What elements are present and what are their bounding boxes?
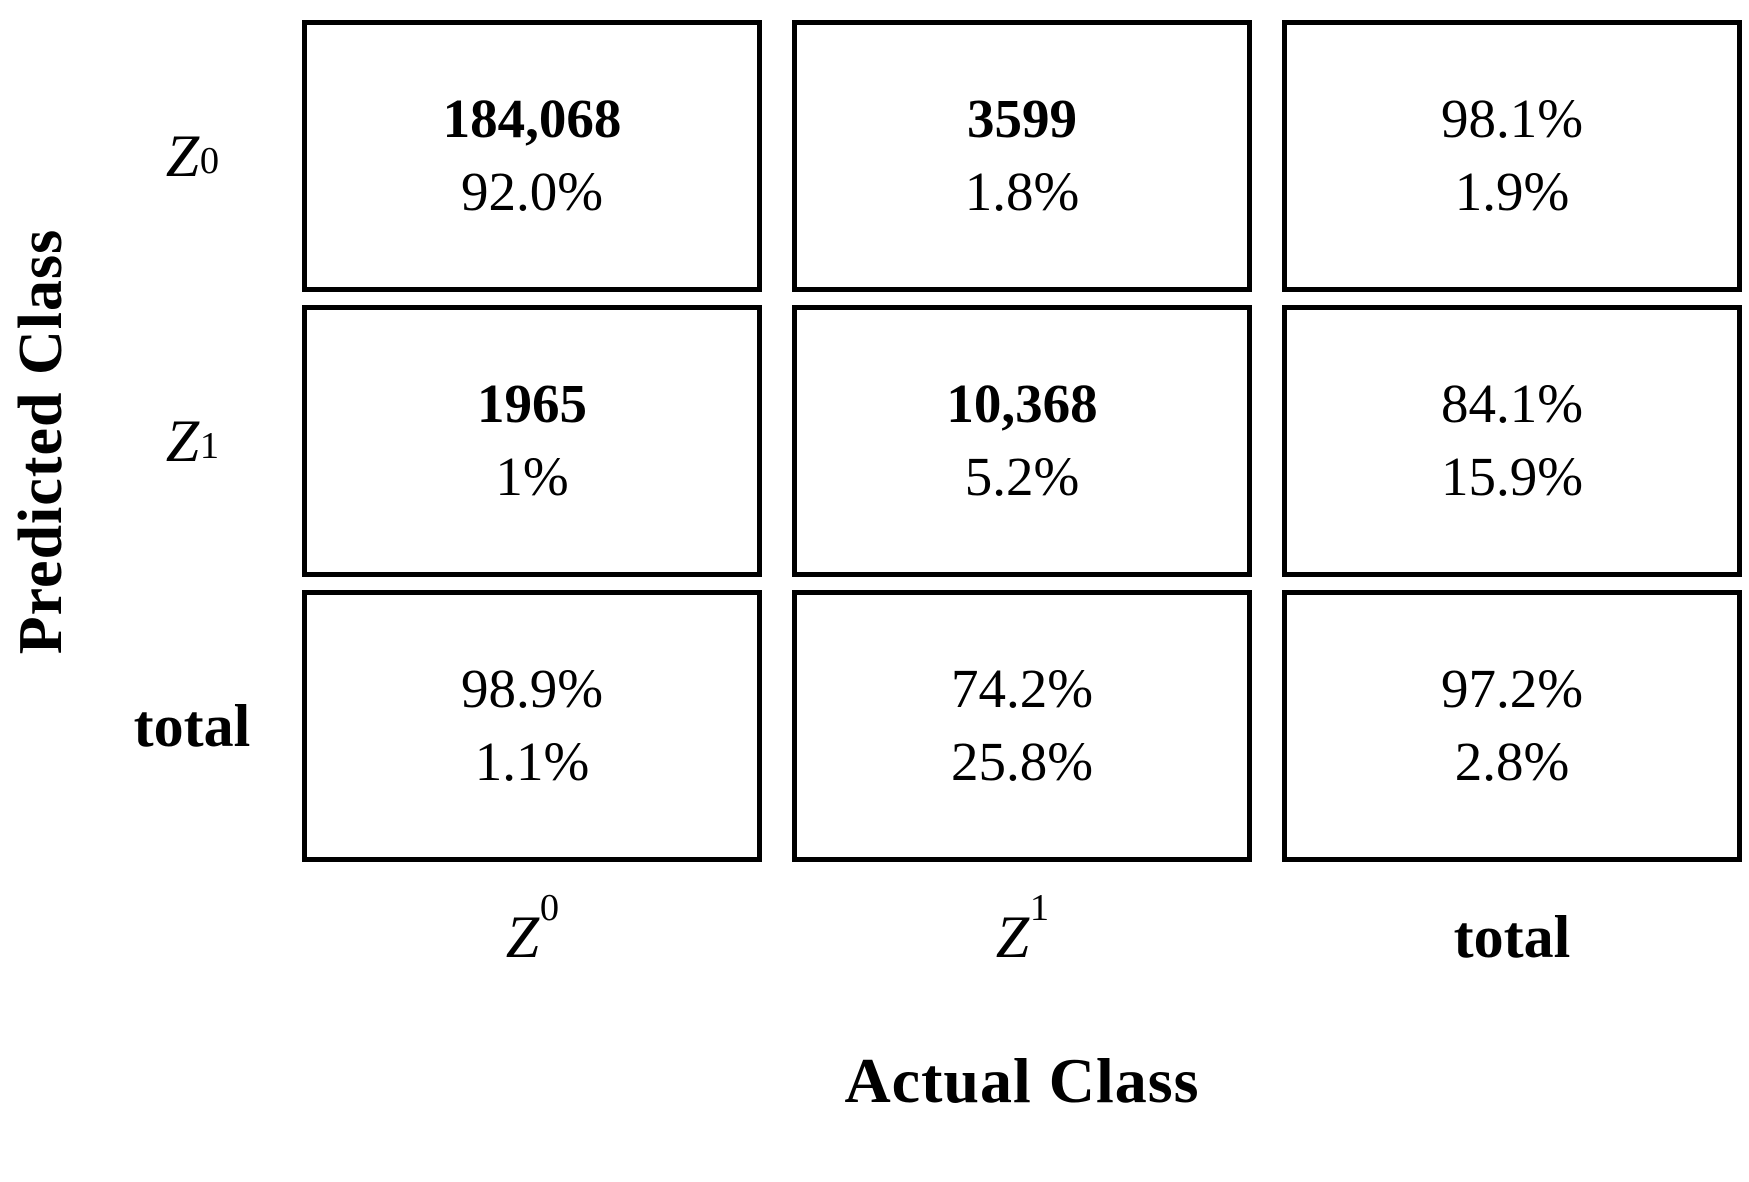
y-axis-label-container: Predicted Class	[2, 20, 82, 862]
cell-count: 184,068	[442, 88, 622, 150]
col-label-total-text: total	[1453, 904, 1571, 970]
cell-total-actual-z1: 74.2% 25.8%	[792, 590, 1252, 862]
cell-pred-z0-actual-z0: 184,068 92.0%	[302, 20, 762, 292]
cell-percent-top: 84.1%	[1440, 373, 1584, 435]
cell-total-total: 97.2% 2.8%	[1282, 590, 1742, 862]
cell-pred-z0-total: 98.1% 1.9%	[1282, 20, 1742, 292]
cell-percent-bottom: 1.9%	[1454, 161, 1570, 222]
cell-pred-z1-total: 84.1% 15.9%	[1282, 305, 1742, 577]
row-label-z0-text: Z	[165, 122, 200, 189]
row-label-z1-text: Z	[165, 407, 200, 474]
cell-pred-z0-actual-z1: 3599 1.8%	[792, 20, 1252, 292]
cell-percent-top: 74.2%	[950, 658, 1094, 720]
cell-count: 3599	[967, 88, 1077, 150]
cell-total-actual-z0: 98.9% 1.1%	[302, 590, 762, 862]
col-label-total: total	[1282, 875, 1742, 993]
cell-percent-bottom: 15.9%	[1440, 446, 1584, 507]
cell-count: 1965	[477, 373, 587, 435]
row-label-total-text: total	[133, 692, 251, 759]
cell-percent-top: 98.1%	[1440, 88, 1584, 150]
cell-percent-top: 97.2%	[1440, 658, 1584, 720]
cell-pred-z1-actual-z1: 10,368 5.2%	[792, 305, 1252, 577]
y-axis-label: Predicted Class	[7, 228, 76, 654]
row-label-total: total	[112, 590, 272, 862]
cell-percent-bottom: 2.8%	[1454, 731, 1570, 792]
x-axis-label: Actual Class	[844, 1045, 1200, 1116]
cell-percent: 1%	[495, 446, 569, 507]
cell-pred-z1-actual-z0: 1965 1%	[302, 305, 762, 577]
cell-percent: 92.0%	[460, 161, 604, 222]
cell-percent-top: 98.9%	[460, 658, 604, 720]
col-label-z0-text: Z	[505, 904, 540, 970]
cell-percent-bottom: 25.8%	[950, 731, 1094, 792]
cell-percent-bottom: 1.1%	[474, 731, 590, 792]
cell-percent: 5.2%	[964, 446, 1080, 507]
col-label-z1-text: Z	[995, 904, 1030, 970]
cell-percent: 1.8%	[964, 161, 1080, 222]
cell-count: 10,368	[946, 373, 1098, 435]
